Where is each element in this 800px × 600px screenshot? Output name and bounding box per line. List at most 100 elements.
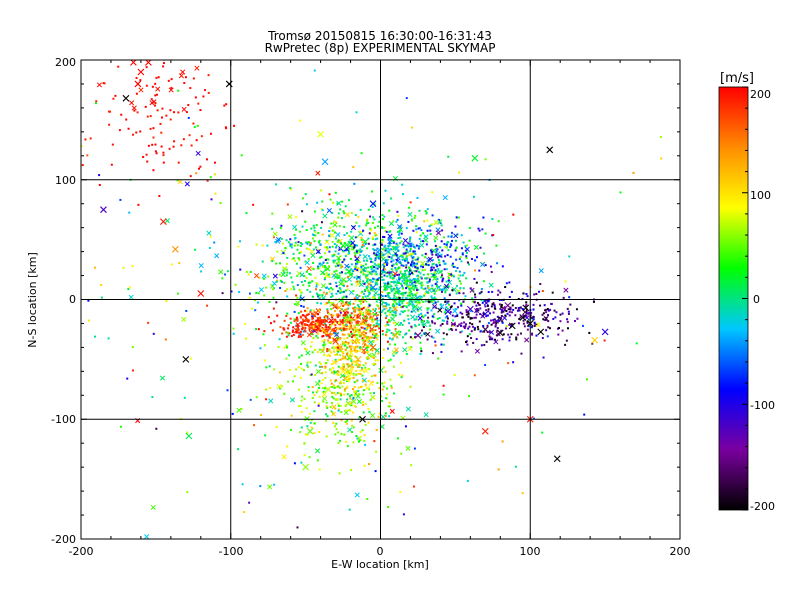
data-point — [331, 294, 334, 297]
data-point — [301, 243, 304, 246]
data-point — [484, 232, 487, 235]
data-point — [398, 277, 401, 280]
data-point — [529, 316, 532, 319]
data-point — [407, 275, 410, 278]
data-point — [299, 297, 302, 300]
data-point — [341, 321, 344, 324]
data-point — [383, 265, 386, 268]
data-point — [444, 245, 447, 248]
data-point — [373, 232, 376, 235]
data-point — [376, 283, 379, 286]
data-point — [402, 277, 405, 280]
data-point — [302, 305, 305, 308]
data-cross — [368, 380, 374, 386]
data-point — [307, 386, 310, 389]
data-point — [312, 224, 315, 227]
data-point — [367, 270, 370, 273]
data-point — [437, 268, 440, 271]
data-point — [290, 243, 293, 246]
data-point — [455, 270, 458, 273]
data-point — [252, 203, 255, 206]
data-cross — [508, 322, 516, 330]
data-point — [365, 222, 368, 225]
data-point — [345, 295, 348, 298]
data-cross — [185, 432, 193, 440]
data-point — [309, 421, 312, 424]
data-point — [321, 319, 324, 322]
data-cross — [394, 321, 400, 327]
data-point — [291, 331, 294, 334]
data-cross — [417, 305, 423, 312]
data-cross — [281, 454, 287, 460]
data-point — [332, 261, 335, 264]
data-point — [344, 289, 347, 292]
data-point — [317, 295, 320, 298]
data-point — [566, 327, 569, 330]
data-point — [370, 336, 373, 339]
data-point — [289, 188, 292, 191]
data-point — [353, 297, 356, 300]
data-point — [317, 332, 320, 335]
data-point — [447, 240, 450, 243]
data-point — [463, 327, 466, 330]
data-point — [310, 323, 313, 326]
data-point — [169, 109, 172, 112]
data-point — [339, 271, 342, 274]
data-point — [343, 212, 346, 215]
data-point — [349, 402, 352, 405]
data-point — [265, 286, 268, 289]
data-point — [442, 288, 445, 291]
data-point — [319, 365, 322, 368]
data-point — [444, 299, 447, 302]
data-cross — [178, 73, 184, 79]
data-point — [86, 154, 89, 157]
data-point — [245, 270, 248, 273]
data-point — [323, 387, 326, 390]
data-point — [408, 238, 411, 241]
data-point — [440, 255, 443, 258]
data-point — [328, 323, 331, 326]
data-point — [518, 317, 521, 320]
data-point — [354, 214, 357, 217]
data-point — [362, 345, 365, 348]
data-point — [396, 437, 399, 440]
data-point — [507, 308, 510, 311]
data-point — [405, 332, 408, 335]
data-point — [355, 373, 358, 376]
data-point — [362, 296, 365, 299]
data-point — [284, 267, 287, 270]
data-point — [357, 276, 360, 279]
data-point — [592, 300, 595, 303]
data-point — [519, 316, 522, 319]
data-point — [461, 253, 464, 256]
data-point — [154, 104, 157, 107]
data-point — [444, 316, 447, 319]
data-point — [342, 316, 345, 319]
data-point — [358, 251, 361, 254]
data-point — [286, 445, 289, 448]
data-point — [353, 349, 356, 352]
data-point — [385, 397, 388, 400]
data-point — [526, 295, 529, 298]
data-point — [458, 270, 461, 273]
data-point — [339, 292, 342, 295]
data-point — [491, 234, 494, 237]
data-point — [385, 307, 388, 310]
data-point — [541, 431, 544, 434]
data-cross — [397, 224, 403, 230]
data-point — [372, 248, 375, 251]
data-point — [441, 249, 444, 252]
data-point — [352, 441, 355, 444]
data-point — [371, 349, 374, 352]
data-point — [344, 420, 347, 423]
data-point — [412, 250, 415, 253]
data-cross — [324, 385, 332, 393]
data-point — [89, 137, 92, 140]
data-point — [306, 324, 309, 327]
data-point — [352, 334, 355, 337]
data-cross — [432, 275, 438, 281]
data-point — [462, 300, 465, 303]
data-point — [531, 333, 534, 336]
data-point — [296, 248, 299, 251]
data-point — [272, 236, 275, 239]
